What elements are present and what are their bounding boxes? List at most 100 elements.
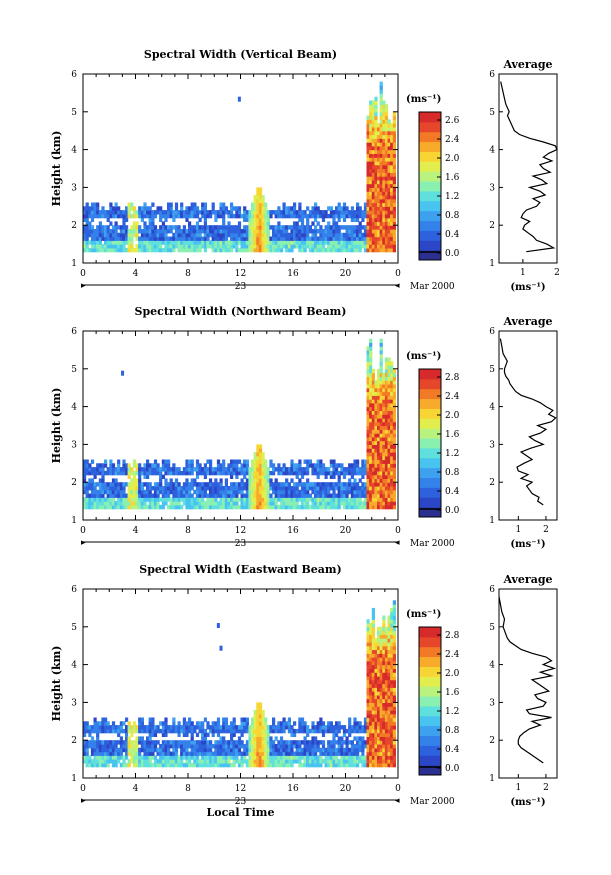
heatmap-cell <box>306 463 310 468</box>
heatmap-cell <box>159 762 163 768</box>
heatmap-cell <box>253 240 257 245</box>
heatmap-cell <box>174 486 179 491</box>
heatmap-cell <box>329 225 333 230</box>
heatmap-cell <box>279 482 284 487</box>
heatmap-cell <box>222 755 226 760</box>
heatmap-cell <box>251 736 255 741</box>
heatmap-cell <box>272 244 276 249</box>
heatmap-cell <box>350 501 354 506</box>
heatmap-cell <box>167 728 171 734</box>
heatmap-cell <box>390 436 394 442</box>
heatmap-cell <box>251 210 255 215</box>
heatmap-cell <box>224 482 228 487</box>
heatmap-cell <box>164 747 168 753</box>
heatmap-cell <box>379 172 383 177</box>
heatmap-cell <box>342 482 347 487</box>
heatmap-cell <box>248 759 252 764</box>
heatmap-cell <box>130 759 134 764</box>
heatmap-cell <box>266 747 270 753</box>
heatmap-cell <box>264 206 268 211</box>
heatmap-cell <box>188 501 192 506</box>
heatmap-cell <box>148 206 152 211</box>
heatmap-cell <box>374 232 378 238</box>
heatmap-cell <box>195 747 200 753</box>
heatmap-cell <box>361 486 365 491</box>
heatmap-cell <box>314 504 318 510</box>
heatmap-cell <box>392 229 396 234</box>
heatmap-cell <box>230 240 234 245</box>
heatmap-cell <box>148 717 152 722</box>
heatmap-cell <box>195 236 200 241</box>
heatmap-cell <box>384 455 389 461</box>
heatmap-cell <box>369 126 373 132</box>
heatmap-cell <box>371 436 375 442</box>
heatmap-cell <box>111 482 116 487</box>
heatmap-cell <box>387 736 391 741</box>
heatmap-cell <box>85 721 89 726</box>
heatmap-cell <box>222 236 226 241</box>
heatmap-cell <box>190 497 194 502</box>
heatmap-cell <box>379 236 383 241</box>
heatmap-cell <box>390 751 394 756</box>
heatmap-cell <box>377 691 381 696</box>
heatmap-cell <box>174 728 179 734</box>
heatmap-cell <box>258 713 263 719</box>
heatmap-cell <box>172 721 176 726</box>
heatmap-cell <box>256 210 260 215</box>
heatmap-cell <box>374 478 378 483</box>
heatmap-cell <box>290 478 294 483</box>
heatmap-cell <box>177 504 181 510</box>
heatmap-cell <box>146 747 150 753</box>
heatmap-cell <box>138 501 142 506</box>
colorbar-swatch <box>419 447 441 459</box>
heatmap-cell <box>371 607 375 613</box>
heatmap-cell <box>167 213 171 219</box>
heatmap-cell <box>358 486 362 491</box>
heatmap-cell <box>377 444 381 449</box>
heatmap-cell <box>172 747 176 753</box>
average-x-tick-label: 2 <box>543 525 549 535</box>
heatmap-cell <box>206 747 210 753</box>
heatmap-cell <box>384 138 389 143</box>
heatmap-cell <box>392 236 396 241</box>
heatmap-cell <box>298 247 302 253</box>
heatmap-cell <box>237 725 242 730</box>
heatmap-cell <box>104 751 108 756</box>
heatmap-cell <box>342 202 347 207</box>
heatmap-cell <box>195 497 200 502</box>
heatmap-cell <box>348 240 352 245</box>
heatmap-cell <box>122 497 126 502</box>
heatmap-cell <box>390 675 394 681</box>
heatmap-cell <box>219 740 223 745</box>
heatmap-cell <box>298 478 302 483</box>
panel-2: Spectral Width (Northward Beam)123456Hei… <box>50 305 558 550</box>
heatmap-cell <box>379 244 383 249</box>
heatmap-cell <box>135 221 139 226</box>
heatmap-cell <box>188 482 192 487</box>
heatmap-cell <box>327 225 331 230</box>
heatmap-cell <box>167 489 171 495</box>
heatmap-cell <box>153 467 158 472</box>
heatmap-cell <box>101 717 105 722</box>
heatmap-cell <box>371 474 375 479</box>
heatmap-cell <box>332 493 336 498</box>
heatmap-cell <box>96 728 100 734</box>
heatmap-cell <box>337 501 341 506</box>
heatmap-cell <box>104 459 108 464</box>
heatmap-cell <box>392 474 396 479</box>
heatmap-cell <box>240 725 244 730</box>
heatmap-cell <box>148 732 152 737</box>
heatmap-cell <box>224 504 228 510</box>
heatmap-cell <box>279 744 284 749</box>
heatmap-cell <box>227 210 231 215</box>
heatmap-cell <box>83 501 87 506</box>
heatmap-cell <box>390 376 394 381</box>
heatmap-cell <box>392 176 396 181</box>
heatmap-cell <box>369 687 373 692</box>
heatmap-cell <box>119 482 123 487</box>
heatmap-cell <box>203 217 207 222</box>
heatmap-cell <box>266 236 270 241</box>
heatmap-cell <box>101 725 105 730</box>
heatmap-cell <box>290 225 294 230</box>
heatmap-cell <box>193 747 197 753</box>
